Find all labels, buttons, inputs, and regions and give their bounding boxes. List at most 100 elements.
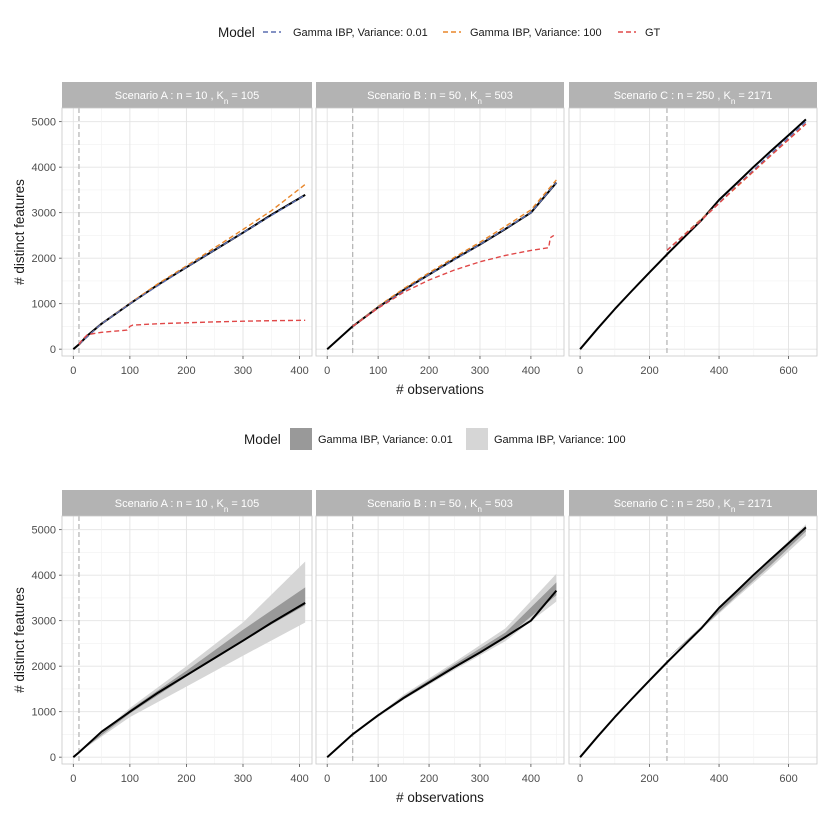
facet-strip: [62, 82, 312, 108]
series-line: [78, 194, 306, 345]
facet-strip: [316, 490, 564, 516]
y-axis-title: # distinct features: [12, 179, 27, 285]
facet-panel: Scenario C : n = 250 , Kn = 2171 0 200 400 6…: [568, 82, 818, 377]
panel-border: [61, 107, 313, 357]
strip-text-sub: n: [731, 97, 735, 106]
credible-band: [352, 582, 557, 735]
x-tick-label: 400: [522, 773, 540, 785]
y-tick-label: 0: [50, 752, 56, 764]
credible-band: [79, 587, 306, 753]
x-tick-label: 0: [70, 365, 76, 377]
strip-text-value: = 503: [482, 90, 513, 102]
facet-panel: Scenario B : n = 50 , Kn = 503 0 100 200 300…: [315, 490, 565, 785]
y-tick-label: 4000: [32, 162, 56, 174]
bottom-chart: Model Gamma IBP, Variance: 0.01 Gamma IBP,…: [12, 428, 818, 805]
legend-key-fill: [466, 428, 488, 450]
facet-panel: Scenario A : n = 10 , Kn = 105 0 100 200 300…: [61, 82, 313, 377]
strip-text-main: Scenario A : n = 10 , K: [115, 498, 225, 510]
strip-text-main: Scenario A : n = 10 , K: [115, 90, 225, 102]
x-tick-label: 0: [324, 773, 330, 785]
x-tick-label: 400: [522, 365, 540, 377]
x-tick-label: 600: [779, 365, 797, 377]
legend-label: GT: [645, 27, 661, 39]
legend: Model Gamma IBP, Variance: 0.01 Gamma IBP,…: [218, 25, 661, 40]
x-tick-label: 400: [290, 365, 308, 377]
x-tick-label: 200: [640, 773, 658, 785]
facet-strip: [569, 82, 817, 108]
strip-text-value: = 2171: [735, 90, 772, 102]
x-tick-label: 0: [70, 773, 76, 785]
y-tick-label: 2000: [32, 661, 56, 673]
x-tick-label: 0: [324, 365, 330, 377]
panel-border: [61, 515, 313, 765]
panel-border: [568, 515, 818, 765]
x-tick-label: 400: [710, 773, 728, 785]
panel-background: [62, 516, 312, 764]
series-line: [352, 179, 557, 327]
strip-text-main: Scenario C : n = 250 , K: [614, 90, 732, 102]
y-tick-label: 4000: [32, 570, 56, 582]
grid: [569, 516, 817, 764]
panel-border: [568, 107, 818, 357]
y-tick-label: 2000: [32, 253, 56, 265]
facet-strip-label: Scenario C : n = 250 , Kn = 2171: [614, 498, 773, 514]
observed-curve: [72, 602, 306, 758]
x-tick-label: 300: [471, 365, 489, 377]
legend-label: Gamma IBP, Variance: 0.01: [293, 27, 428, 39]
plot-area: [579, 108, 807, 356]
x-tick-label: 200: [420, 365, 438, 377]
observed-curve: [579, 526, 807, 758]
strip-text-sub: n: [224, 505, 228, 514]
x-tick-label: 400: [710, 365, 728, 377]
x-tick-label: 200: [640, 365, 658, 377]
plot-area: [326, 108, 558, 356]
strip-text-sub: n: [224, 97, 228, 106]
y-tick-label: 0: [50, 344, 56, 356]
strip-text-main: Scenario B : n = 50 , K: [367, 90, 478, 102]
series-line: [666, 123, 807, 251]
facet-panel: Scenario A : n = 10 , Kn = 105 0 100 200 300…: [61, 490, 313, 785]
y-tick-label: 1000: [32, 299, 56, 311]
observed-curve: [326, 589, 558, 758]
observed-curve: [579, 118, 807, 350]
x-tick-label: 100: [121, 365, 139, 377]
x-axis-title: # observations: [396, 790, 484, 805]
plot-area: [326, 516, 558, 764]
legend-label: Gamma IBP, Variance: 100: [470, 27, 602, 39]
x-tick-label: 200: [177, 365, 195, 377]
y-tick-label: 5000: [32, 117, 56, 129]
strip-text-value: = 2171: [735, 498, 772, 510]
facet-strip-label: Scenario A : n = 10 , Kn = 105: [115, 90, 260, 106]
x-tick-label: 100: [369, 773, 387, 785]
x-tick-label: 300: [234, 773, 252, 785]
legend-title: Model: [218, 25, 255, 40]
panel-background: [316, 516, 564, 764]
plot-area: [72, 516, 306, 764]
facet-panel: Scenario B : n = 50 , Kn = 503 0 100 200 300…: [315, 82, 565, 377]
strip-text-main: Scenario C : n = 250 , K: [614, 498, 732, 510]
facet-strip-label: Scenario B : n = 50 , Kn = 503: [367, 90, 513, 106]
x-tick-label: 100: [369, 365, 387, 377]
facet-strip-label: Scenario B : n = 50 , Kn = 503: [367, 498, 513, 514]
facet-strip: [569, 490, 817, 516]
legend: Model Gamma IBP, Variance: 0.01 Gamma IBP,…: [244, 428, 626, 450]
facet-strip: [62, 490, 312, 516]
x-tick-label: 0: [577, 365, 583, 377]
facet-strip-label: Scenario A : n = 10 , Kn = 105: [115, 498, 260, 514]
legend-label: Gamma IBP, Variance: 0.01: [318, 434, 453, 446]
strip-text-main: Scenario B : n = 50 , K: [367, 498, 478, 510]
x-tick-label: 300: [234, 365, 252, 377]
series-line: [352, 234, 555, 327]
x-tick-label: 0: [577, 773, 583, 785]
x-tick-label: 600: [779, 773, 797, 785]
strip-text-sub: n: [731, 505, 735, 514]
panel-background: [62, 108, 312, 356]
facet-strip-label: Scenario C : n = 250 , Kn = 2171: [614, 90, 773, 106]
strip-text-value: = 105: [228, 90, 259, 102]
legend-key-fill: [290, 428, 312, 450]
panel-background: [316, 108, 564, 356]
y-tick-label: 3000: [32, 208, 56, 220]
x-axis-title: # observations: [396, 382, 484, 397]
facet-panel: Scenario C : n = 250 , Kn = 2171 0 200 400 6…: [568, 490, 818, 785]
